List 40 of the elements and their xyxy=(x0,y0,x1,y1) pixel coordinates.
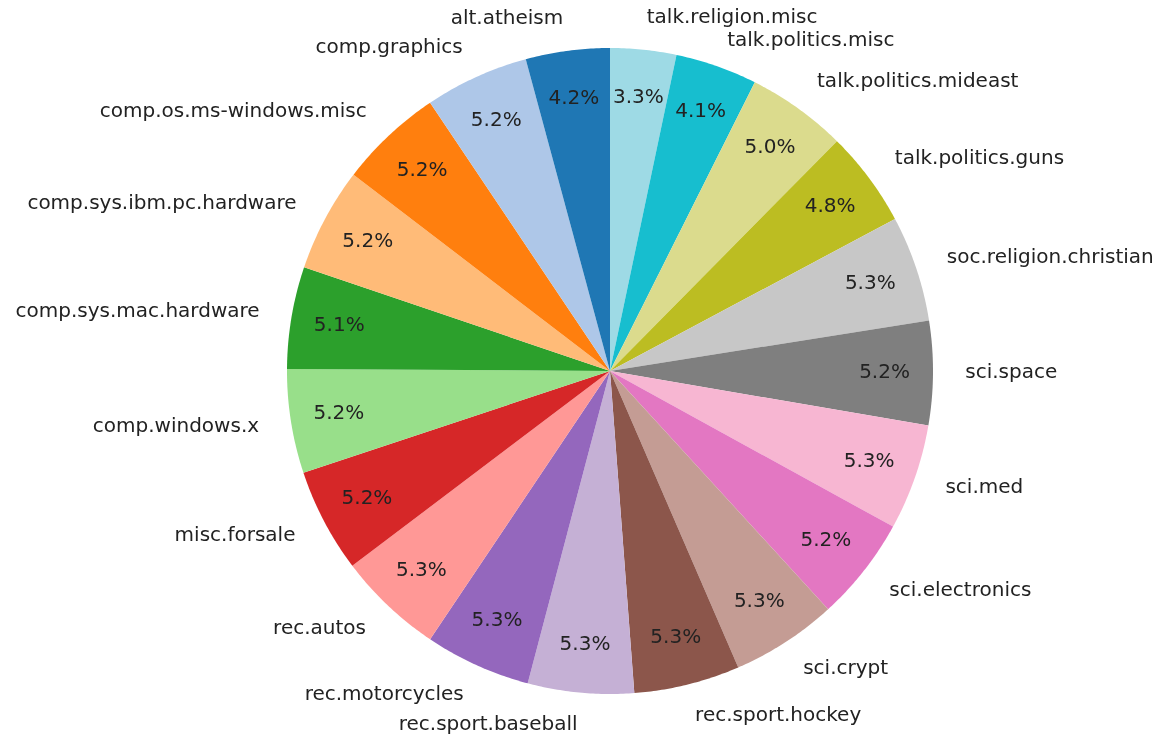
slice-label: comp.sys.ibm.pc.hardware xyxy=(27,189,297,214)
data-label: 3.3% xyxy=(613,84,664,109)
slice-label: talk.politics.misc xyxy=(727,26,895,51)
data-label: 5.3% xyxy=(471,607,523,632)
data-label: 4.1% xyxy=(675,98,726,123)
slice-label: rec.sport.hockey xyxy=(695,702,862,727)
slice-label: alt.atheism xyxy=(450,4,564,29)
slice-label: misc.forsale xyxy=(174,522,296,547)
data-label: 5.3% xyxy=(844,269,896,294)
slice-label: comp.windows.x xyxy=(92,412,260,437)
slice-label: talk.religion.misc xyxy=(646,3,818,28)
slice-label: rec.autos xyxy=(273,615,366,640)
data-label: 5.0% xyxy=(744,134,796,159)
data-label: 5.2% xyxy=(313,400,365,425)
slice-label: comp.sys.mac.hardware xyxy=(15,298,260,323)
data-label: 5.3% xyxy=(733,587,785,612)
data-label: 5.1% xyxy=(313,311,365,336)
data-label: 5.2% xyxy=(341,484,393,509)
slice-label: comp.os.ms-windows.misc xyxy=(99,98,367,123)
data-label: 5.3% xyxy=(843,447,895,472)
data-label: 5.2% xyxy=(342,227,394,252)
slice-label: soc.religion.christian xyxy=(946,244,1154,269)
slice-label: sci.electronics xyxy=(889,576,1032,601)
slice-label: sci.space xyxy=(965,359,1058,384)
data-label: 4.8% xyxy=(804,193,856,218)
slice-label: talk.politics.guns xyxy=(894,144,1065,169)
data-label: 5.3% xyxy=(396,556,447,581)
data-label: 5.2% xyxy=(396,157,448,182)
slice-label: rec.motorcycles xyxy=(304,681,464,706)
slice-label: rec.sport.baseball xyxy=(398,711,578,736)
data-label: 5.2% xyxy=(859,358,910,383)
data-label: 5.3% xyxy=(650,623,702,648)
data-label: 5.3% xyxy=(559,630,611,655)
data-label: 5.2% xyxy=(800,526,852,551)
data-label: 5.2% xyxy=(470,107,522,132)
slice-label: sci.crypt xyxy=(803,655,889,680)
slice-label: talk.politics.mideast xyxy=(817,68,1019,93)
slice-label: sci.med xyxy=(945,474,1024,499)
slice-label: comp.graphics xyxy=(315,33,463,58)
data-label: 4.2% xyxy=(548,85,600,110)
